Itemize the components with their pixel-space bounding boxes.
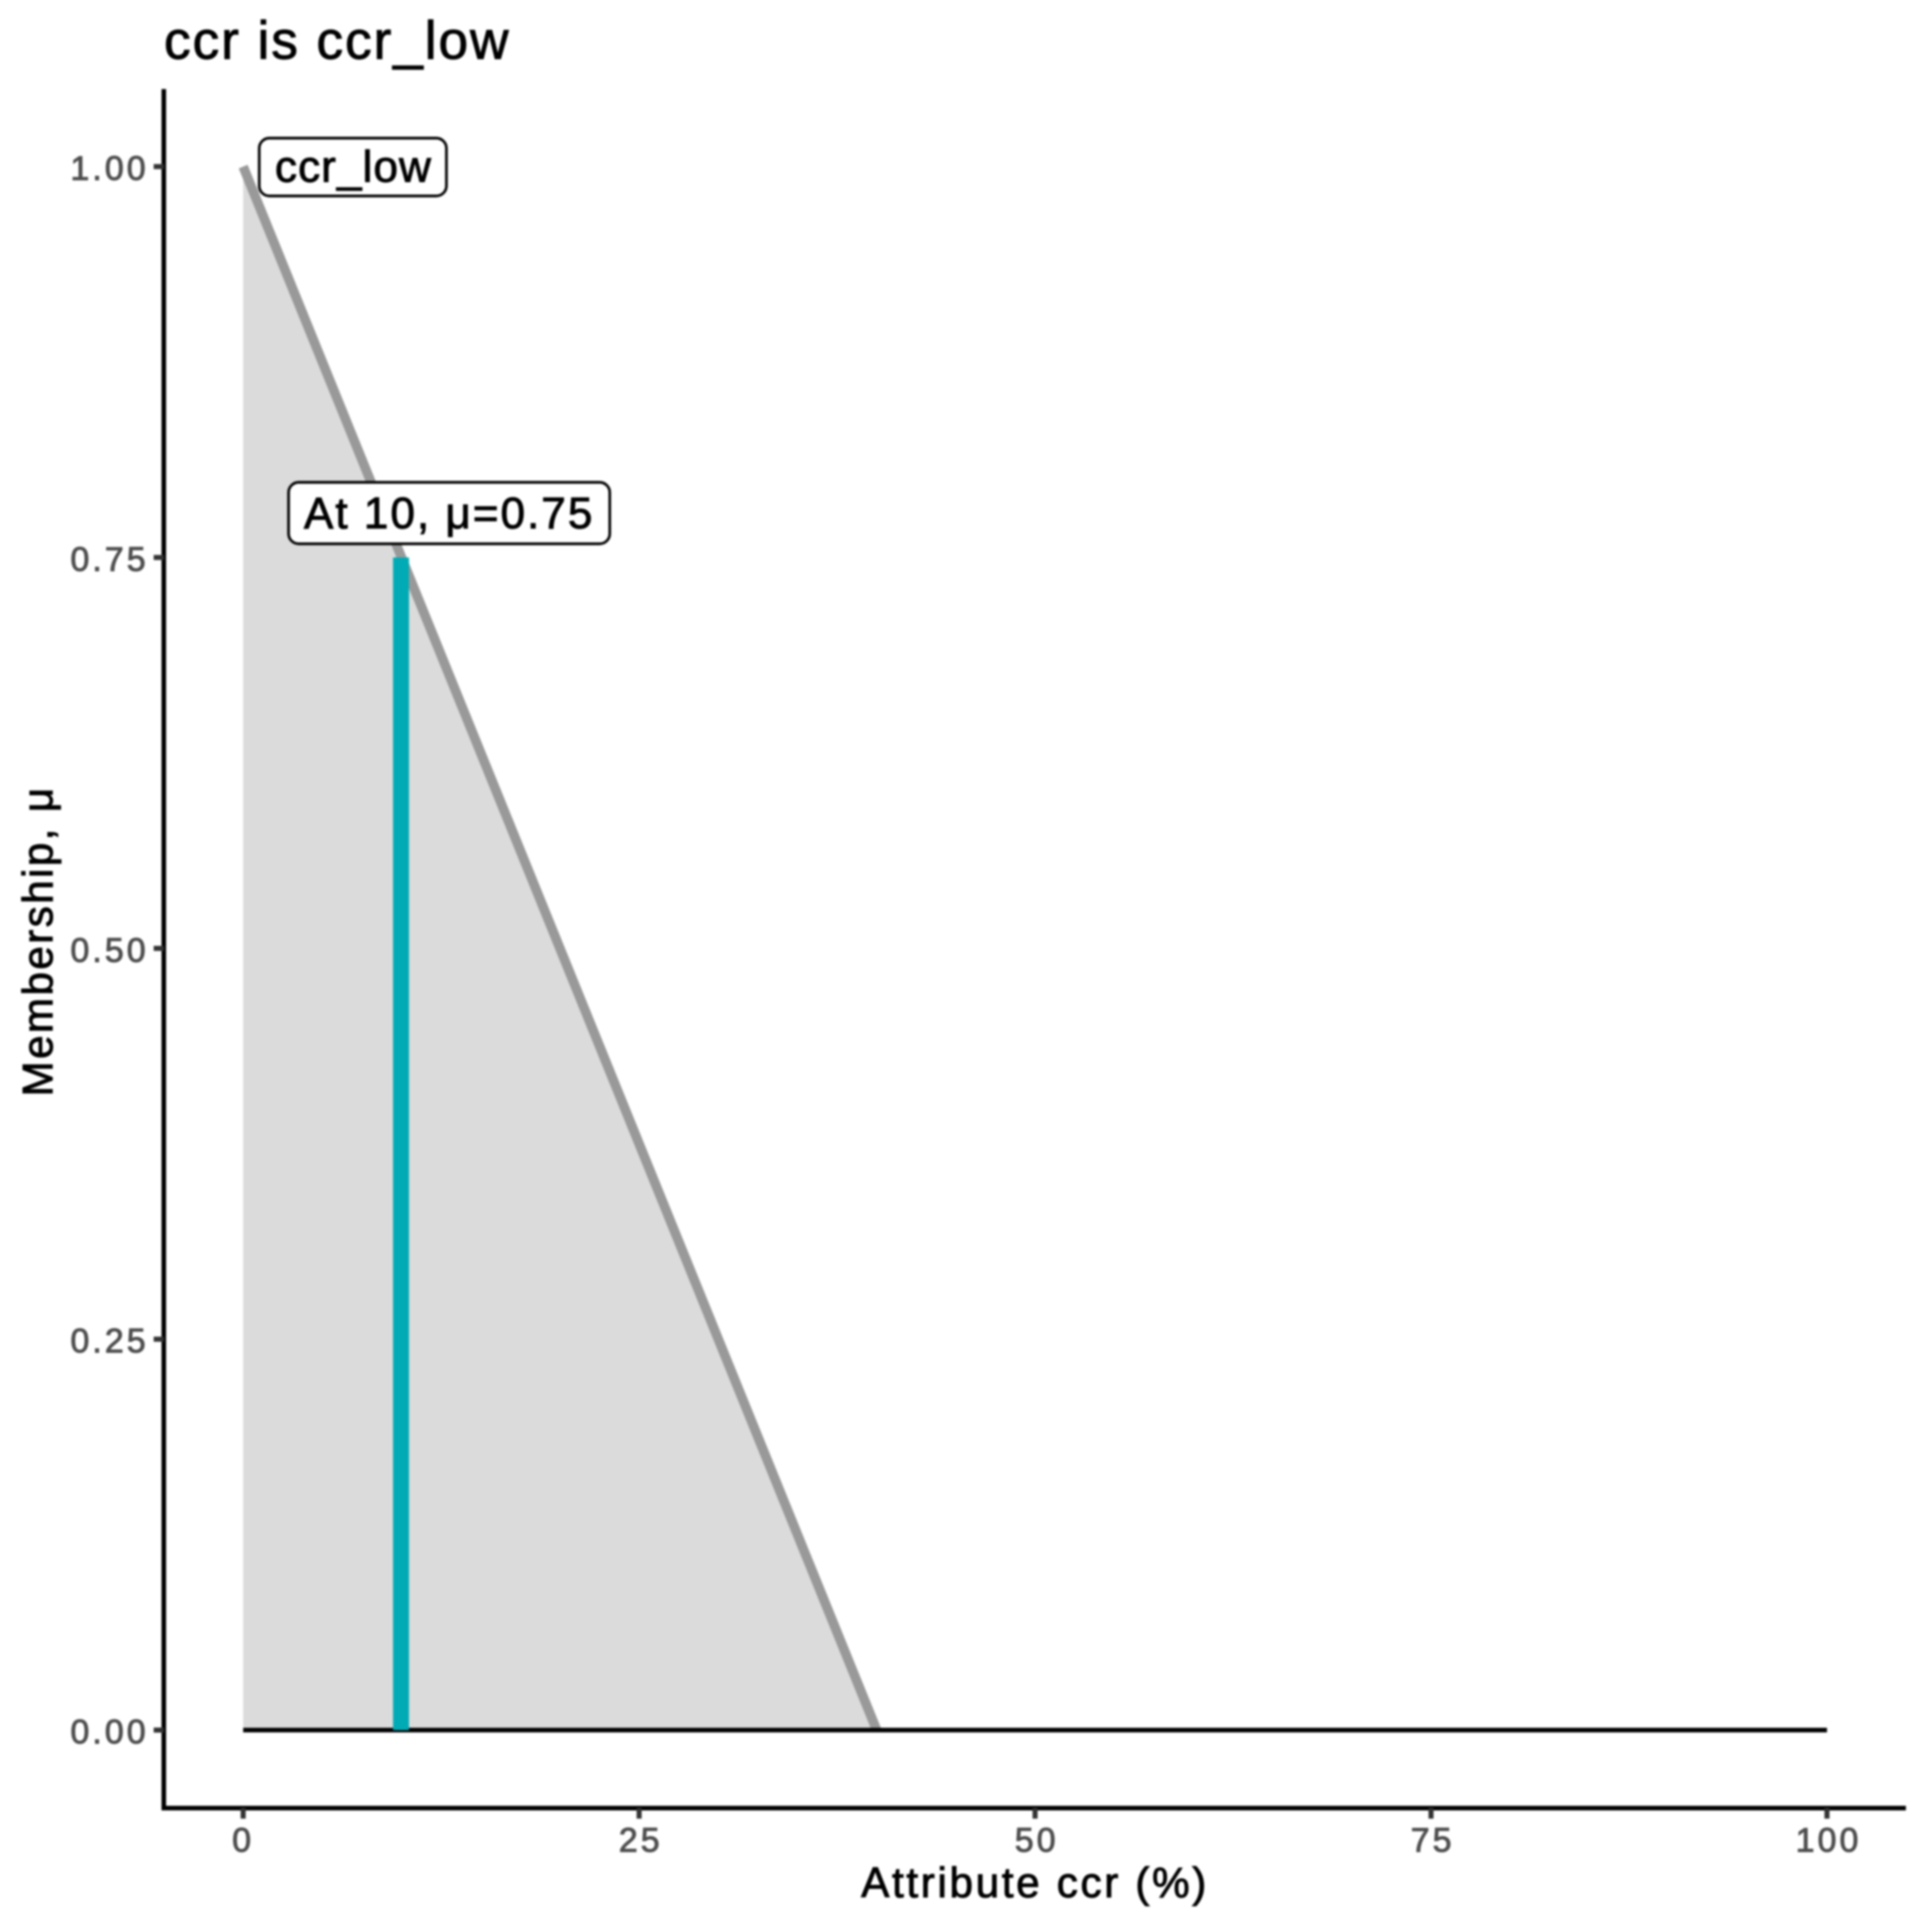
svg-text:0.50: 0.50 xyxy=(71,932,149,969)
svg-text:1.00: 1.00 xyxy=(71,150,149,187)
svg-text:0.00: 0.00 xyxy=(71,1714,149,1751)
svg-text:50: 50 xyxy=(1015,1822,1059,1859)
svg-text:25: 25 xyxy=(618,1822,663,1859)
svg-text:Attribute ccr (%): Attribute ccr (%) xyxy=(861,1859,1209,1906)
svg-text:Membership, μ: Membership, μ xyxy=(14,786,61,1097)
svg-text:0.75: 0.75 xyxy=(71,541,149,578)
svg-text:0: 0 xyxy=(232,1822,254,1859)
svg-text:100: 100 xyxy=(1796,1822,1862,1859)
svg-text:ccr_low: ccr_low xyxy=(275,143,432,192)
svg-text:ccr is ccr_low: ccr is ccr_low xyxy=(164,11,510,71)
svg-text:75: 75 xyxy=(1410,1822,1454,1859)
svg-text:0.25: 0.25 xyxy=(71,1323,149,1360)
svg-text:At 10, μ=0.75: At 10, μ=0.75 xyxy=(304,490,594,539)
